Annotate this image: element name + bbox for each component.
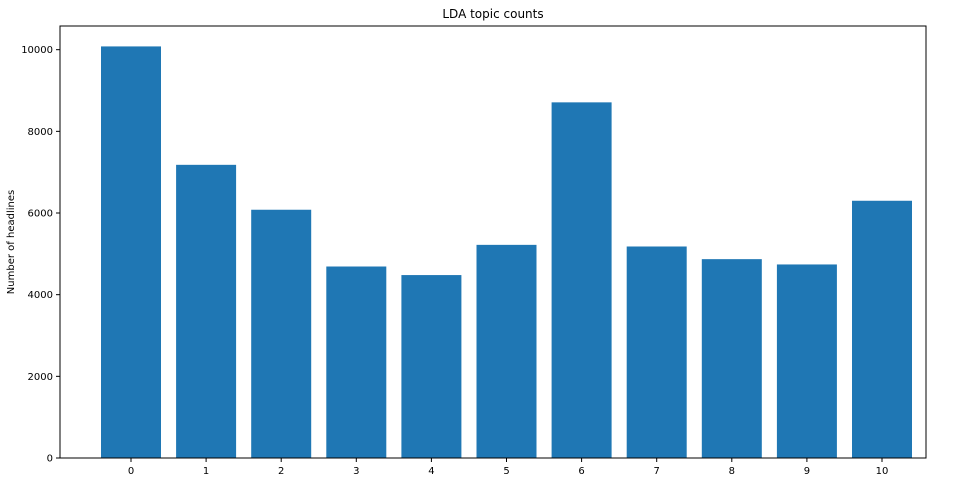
bar-topic-9 bbox=[776, 264, 837, 458]
y-axis-label: Number of headlines bbox=[6, 190, 17, 294]
y-tick-label: 2000 bbox=[28, 372, 53, 383]
bar-topic-1 bbox=[176, 164, 237, 458]
x-tick-label: 0 bbox=[128, 466, 134, 477]
bars bbox=[101, 46, 912, 459]
y-tick-label: 6000 bbox=[28, 209, 53, 220]
x-tick-label: 8 bbox=[729, 466, 735, 477]
plot-frame bbox=[59, 25, 927, 459]
x-tick-label: 10 bbox=[876, 466, 889, 477]
bar-topic-6 bbox=[551, 102, 612, 459]
bar-topic-7 bbox=[626, 246, 687, 458]
bar-topic-5 bbox=[476, 244, 537, 458]
x-tick-label: 5 bbox=[503, 466, 509, 477]
x-tick-label: 9 bbox=[804, 466, 810, 477]
y-tick-label: 10000 bbox=[21, 45, 53, 56]
bar-topic-4 bbox=[401, 275, 462, 458]
x-axis-ticks: 0 1 2 3 4 5 6 7 8 9 10 bbox=[128, 458, 889, 477]
bar-topic-0 bbox=[101, 46, 161, 458]
bar-topic-8 bbox=[701, 259, 762, 458]
x-tick-label: 2 bbox=[278, 466, 284, 477]
bar-topic-2 bbox=[251, 209, 312, 458]
x-tick-label: 4 bbox=[428, 466, 434, 477]
y-tick-label: 8000 bbox=[28, 127, 53, 138]
x-tick-label: 3 bbox=[353, 466, 359, 477]
y-tick-label: 4000 bbox=[28, 290, 53, 301]
x-tick-label: 7 bbox=[654, 466, 660, 477]
y-axis-ticks: 0 2000 4000 6000 8000 10000 bbox=[21, 45, 60, 465]
x-tick-label: 6 bbox=[578, 466, 584, 477]
bar-topic-10 bbox=[852, 200, 912, 458]
x-tick-label: 1 bbox=[203, 466, 209, 477]
y-tick-label: 0 bbox=[47, 454, 53, 465]
chart-title: LDA topic counts bbox=[442, 7, 543, 21]
bar-topic-3 bbox=[326, 266, 387, 458]
